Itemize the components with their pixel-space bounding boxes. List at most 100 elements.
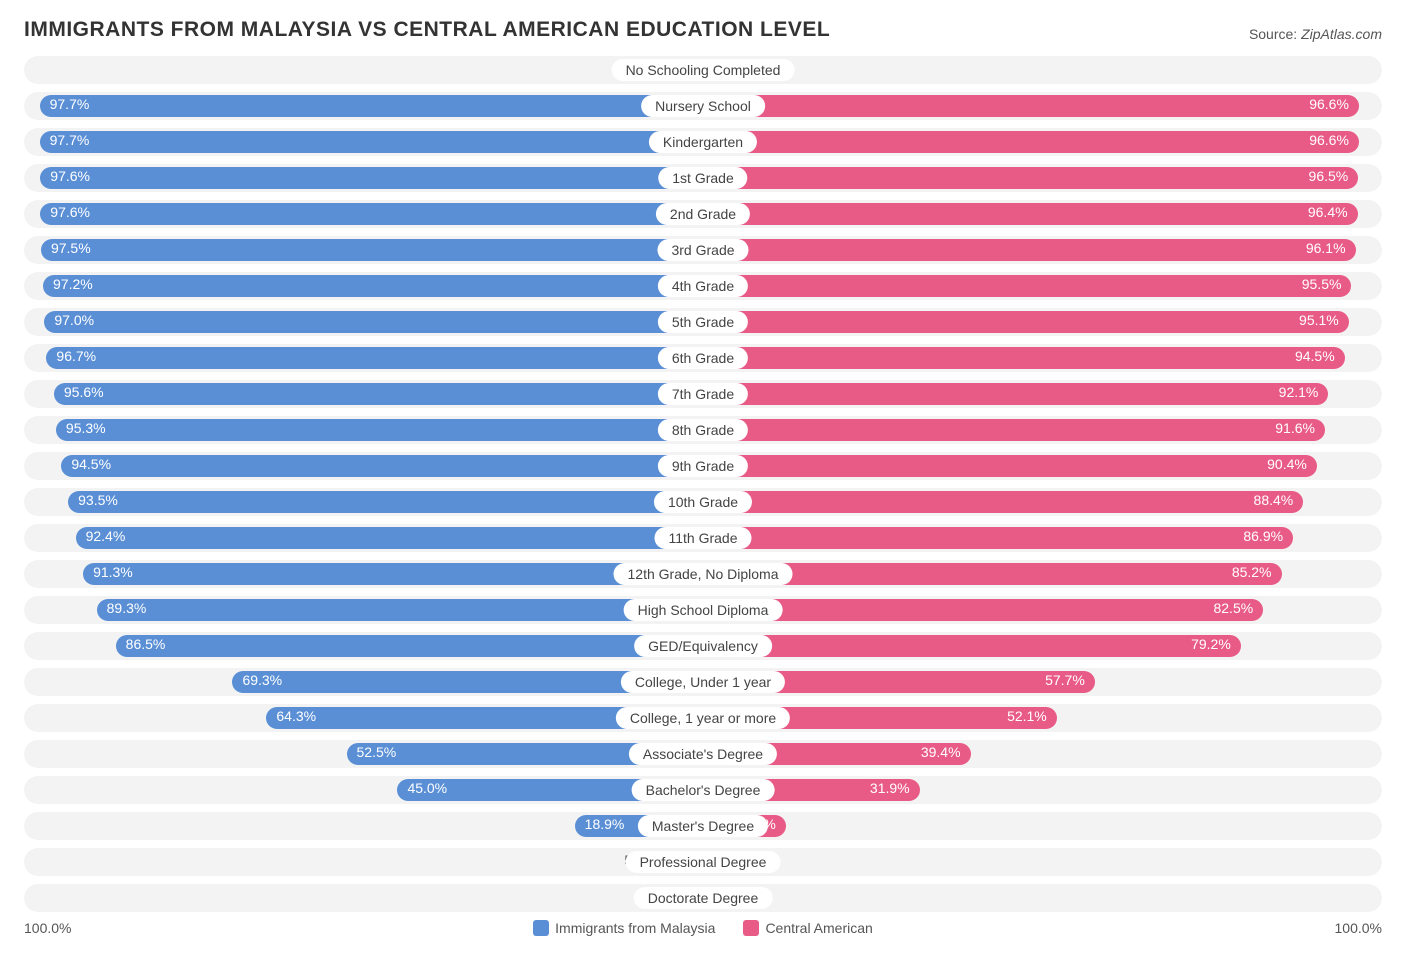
bar-left — [40, 131, 703, 153]
bar-left — [41, 239, 703, 261]
category-label: Doctorate Degree — [634, 887, 773, 909]
category-label: Master's Degree — [638, 815, 768, 837]
category-label: 7th Grade — [658, 383, 748, 405]
value-label-right: 39.4% — [921, 744, 961, 760]
chart-row: 94.5%90.4%9th Grade — [24, 452, 1382, 480]
value-label-right: 96.4% — [1308, 204, 1348, 220]
bar-left — [83, 563, 703, 585]
chart-row: 92.4%86.9%11th Grade — [24, 524, 1382, 552]
value-label-right: 85.2% — [1232, 564, 1272, 580]
category-label: Associate's Degree — [629, 743, 777, 765]
chart-row: 86.5%79.2%GED/Equivalency — [24, 632, 1382, 660]
bar-right — [703, 383, 1328, 405]
bar-right — [703, 635, 1241, 657]
value-label-right: 92.1% — [1279, 384, 1319, 400]
chart-row: 45.0%31.9%Bachelor's Degree — [24, 776, 1382, 804]
bar-left — [46, 347, 703, 369]
chart-row: 64.3% 52.1% College, 1 year or more — [24, 704, 1382, 732]
chart-row: 91.3% 85.2% 12th Grade, No Diploma — [24, 560, 1382, 588]
chart-row: 18.9%12.2%Master's Degree — [24, 812, 1382, 840]
chart-row: 97.7% 96.6% Nursery School — [24, 92, 1382, 120]
category-label: 2nd Grade — [656, 203, 750, 225]
value-label-right: 88.4% — [1254, 492, 1294, 508]
header: IMMIGRANTS FROM MALAYSIA VS CENTRAL AMER… — [24, 18, 1382, 42]
chart-row: 52.5% 39.4% Associate's Degree — [24, 740, 1382, 768]
category-label: Nursery School — [641, 95, 765, 117]
legend: Immigrants from Malaysia Central America… — [533, 920, 873, 936]
category-label: 1st Grade — [658, 167, 747, 189]
value-label-left: 18.9% — [585, 816, 625, 832]
value-label-left: 95.6% — [64, 384, 104, 400]
legend-item-right: Central American — [743, 920, 872, 936]
value-label-left: 45.0% — [407, 780, 447, 796]
category-label: Kindergarten — [649, 131, 757, 153]
bar-left — [40, 203, 703, 225]
source-label: Source: — [1249, 26, 1301, 42]
value-label-left: 97.0% — [54, 312, 94, 328]
source-attribution: Source: ZipAtlas.com — [1249, 26, 1382, 42]
chart-row: 97.2% 95.5% 4th Grade — [24, 272, 1382, 300]
value-label-right: 96.6% — [1309, 96, 1349, 112]
category-label: 9th Grade — [658, 455, 748, 477]
chart-row: 69.3%57.7%College, Under 1 year — [24, 668, 1382, 696]
axis-legend-row: 100.0% Immigrants from Malaysia Central … — [24, 920, 1382, 936]
chart-row: 2.6%1.5%Doctorate Degree — [24, 884, 1382, 912]
chart-row: 89.3%82.5%High School Diploma — [24, 596, 1382, 624]
category-label: Bachelor's Degree — [632, 779, 775, 801]
value-label-left: 64.3% — [276, 708, 316, 724]
bar-right — [703, 527, 1293, 549]
value-label-left: 97.5% — [51, 240, 91, 256]
value-label-right: 57.7% — [1045, 672, 1085, 688]
value-label-right: 96.5% — [1309, 168, 1349, 184]
chart-row: 2.3%3.4%No Schooling Completed — [24, 56, 1382, 84]
bar-left — [40, 95, 703, 117]
category-label: College, 1 year or more — [616, 707, 790, 729]
legend-label-left: Immigrants from Malaysia — [555, 920, 715, 936]
legend-item-left: Immigrants from Malaysia — [533, 920, 715, 936]
value-label-right: 94.5% — [1295, 348, 1335, 364]
chart-row: 97.6%96.5%1st Grade — [24, 164, 1382, 192]
value-label-left: 97.6% — [50, 204, 90, 220]
value-label-left: 69.3% — [242, 672, 282, 688]
category-label: High School Diploma — [624, 599, 783, 621]
value-label-left: 97.7% — [50, 132, 90, 148]
category-label: 11th Grade — [654, 527, 751, 549]
value-label-left: 52.5% — [357, 744, 397, 760]
bar-right — [703, 167, 1358, 189]
value-label-right: 52.1% — [1007, 708, 1047, 724]
category-label: 5th Grade — [658, 311, 748, 333]
value-label-left: 93.5% — [78, 492, 118, 508]
value-label-left: 95.3% — [66, 420, 106, 436]
bar-left — [76, 527, 703, 549]
chart-row: 96.7%94.5%6th Grade — [24, 344, 1382, 372]
value-label-right: 95.5% — [1302, 276, 1342, 292]
legend-swatch-right — [743, 920, 759, 936]
source-name: ZipAtlas.com — [1301, 26, 1382, 42]
category-label: 4th Grade — [658, 275, 748, 297]
bar-left — [116, 635, 703, 657]
bar-right — [703, 347, 1345, 369]
category-label: 12th Grade, No Diploma — [614, 563, 793, 585]
chart-row: 95.6% 92.1% 7th Grade — [24, 380, 1382, 408]
bar-right — [703, 275, 1351, 297]
value-label-left: 97.7% — [50, 96, 90, 112]
category-label: No Schooling Completed — [612, 59, 795, 81]
chart-row: 97.7%96.6%Kindergarten — [24, 128, 1382, 156]
diverging-bar-chart: 2.3%3.4%No Schooling Completed97.7%96.6%… — [24, 56, 1382, 912]
bar-right — [703, 203, 1358, 225]
bar-left — [40, 167, 703, 189]
bar-left — [44, 311, 703, 333]
value-label-left: 97.2% — [53, 276, 93, 292]
category-label: 6th Grade — [658, 347, 748, 369]
value-label-right: 91.6% — [1275, 420, 1315, 436]
category-label: 10th Grade — [654, 491, 752, 513]
value-label-right: 86.9% — [1243, 528, 1283, 544]
bar-right — [703, 131, 1359, 153]
axis-max-left: 100.0% — [24, 920, 71, 936]
value-label-left: 94.5% — [71, 456, 111, 472]
bar-right — [703, 95, 1359, 117]
value-label-left: 91.3% — [93, 564, 133, 580]
bar-left — [61, 455, 703, 477]
value-label-left: 89.3% — [107, 600, 147, 616]
chart-row: 5.7%3.6%Professional Degree — [24, 848, 1382, 876]
